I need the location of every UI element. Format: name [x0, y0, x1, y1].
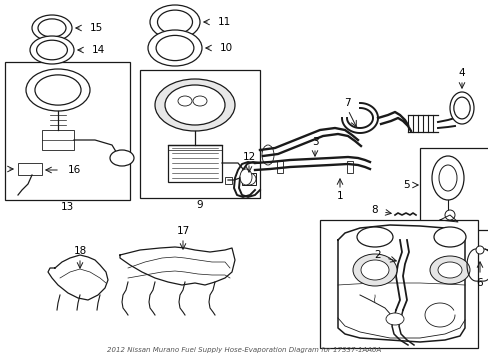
Bar [319, 220, 477, 348]
Ellipse shape [438, 165, 456, 191]
Text: 3: 3 [311, 137, 318, 147]
Text: 6: 6 [476, 278, 482, 288]
Ellipse shape [431, 156, 463, 200]
Ellipse shape [38, 19, 66, 37]
Text: 9: 9 [196, 200, 203, 210]
Ellipse shape [35, 75, 81, 105]
Ellipse shape [32, 15, 72, 41]
Bar [346, 161, 352, 173]
Ellipse shape [240, 169, 251, 185]
Bar [168, 145, 222, 182]
Ellipse shape [385, 313, 403, 325]
Ellipse shape [429, 256, 469, 284]
Ellipse shape [437, 262, 461, 278]
Bar [419, 148, 488, 230]
Text: 7: 7 [343, 98, 349, 108]
Bar [5, 62, 130, 200]
Text: 5: 5 [403, 180, 409, 190]
Ellipse shape [156, 35, 194, 60]
Ellipse shape [155, 79, 235, 131]
Ellipse shape [433, 227, 465, 247]
Text: 1: 1 [336, 191, 343, 201]
Ellipse shape [26, 69, 90, 111]
Text: 18: 18 [73, 246, 86, 256]
Ellipse shape [475, 246, 483, 254]
Bar [276, 161, 283, 173]
Ellipse shape [360, 260, 388, 280]
Ellipse shape [110, 150, 134, 166]
Bar [224, 177, 231, 184]
Ellipse shape [178, 96, 192, 106]
Text: 15: 15 [90, 23, 103, 33]
Bar [242, 173, 256, 185]
Ellipse shape [262, 145, 273, 165]
Ellipse shape [37, 40, 67, 60]
Text: 16: 16 [68, 165, 81, 175]
Ellipse shape [453, 97, 469, 119]
Text: 11: 11 [218, 17, 231, 27]
Ellipse shape [444, 210, 454, 220]
Ellipse shape [164, 85, 224, 125]
Bar [140, 70, 260, 198]
Text: 8: 8 [370, 205, 377, 215]
Text: 17: 17 [176, 226, 189, 236]
Text: 4: 4 [458, 68, 465, 78]
Text: 2: 2 [374, 250, 380, 260]
Text: 14: 14 [92, 45, 105, 55]
Text: 2012 Nissan Murano Fuel Supply Hose-Evaporation Diagram for 17337-1AA0A: 2012 Nissan Murano Fuel Supply Hose-Evap… [107, 347, 381, 353]
Text: 12: 12 [242, 152, 255, 162]
Ellipse shape [193, 96, 206, 106]
Ellipse shape [30, 36, 74, 64]
Ellipse shape [148, 30, 202, 66]
Ellipse shape [157, 10, 192, 34]
Bar [42, 130, 74, 150]
Bar [18, 163, 42, 175]
Ellipse shape [449, 92, 473, 124]
Text: 13: 13 [60, 202, 74, 212]
Ellipse shape [352, 254, 396, 286]
Text: 10: 10 [220, 43, 233, 53]
Ellipse shape [150, 5, 200, 39]
Ellipse shape [242, 173, 256, 185]
Ellipse shape [356, 227, 392, 247]
